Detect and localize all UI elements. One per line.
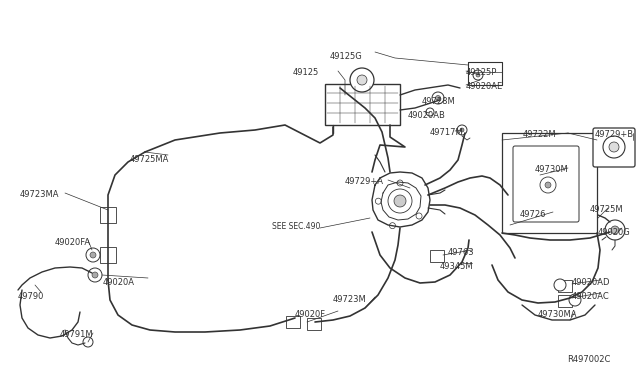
Circle shape <box>569 294 581 306</box>
Circle shape <box>611 226 619 234</box>
FancyBboxPatch shape <box>513 146 579 222</box>
Circle shape <box>390 223 396 229</box>
Circle shape <box>457 125 467 135</box>
Bar <box>286 316 300 328</box>
Circle shape <box>435 96 440 100</box>
Bar <box>325 84 400 125</box>
Text: SEE SEC.490: SEE SEC.490 <box>272 222 321 231</box>
Circle shape <box>92 272 98 278</box>
Text: 49729+A: 49729+A <box>345 177 384 186</box>
FancyBboxPatch shape <box>593 128 635 167</box>
Circle shape <box>357 75 367 85</box>
Text: 49791M: 49791M <box>60 330 93 339</box>
Circle shape <box>416 213 422 219</box>
Text: 49763: 49763 <box>448 248 475 257</box>
Circle shape <box>603 136 625 158</box>
Text: 49020FA: 49020FA <box>55 238 91 247</box>
Text: 49728M: 49728M <box>422 97 456 106</box>
Circle shape <box>432 92 444 104</box>
Bar <box>100 207 116 223</box>
Circle shape <box>90 252 96 258</box>
Bar <box>558 295 572 307</box>
Circle shape <box>375 198 381 204</box>
Text: 49722M: 49722M <box>523 130 557 139</box>
Circle shape <box>605 220 625 240</box>
Circle shape <box>88 268 102 282</box>
Bar <box>502 133 597 233</box>
Circle shape <box>83 337 93 347</box>
Circle shape <box>554 279 566 291</box>
Text: 49729+B: 49729+B <box>595 130 634 139</box>
Text: 49725M: 49725M <box>590 205 623 214</box>
Text: 49020AB: 49020AB <box>408 111 446 120</box>
Text: 49345M: 49345M <box>440 262 474 271</box>
Text: 49020A: 49020A <box>103 278 135 287</box>
Text: 49723MA: 49723MA <box>20 190 60 199</box>
Text: 49125: 49125 <box>293 68 319 77</box>
Circle shape <box>476 73 480 77</box>
Circle shape <box>545 182 551 188</box>
Circle shape <box>540 177 556 193</box>
Bar <box>100 247 116 263</box>
Circle shape <box>460 128 464 132</box>
Circle shape <box>609 142 619 152</box>
Text: 49020F: 49020F <box>295 310 326 319</box>
Text: 49726: 49726 <box>520 210 547 219</box>
Circle shape <box>473 70 483 80</box>
Circle shape <box>86 248 100 262</box>
Text: 49730MA: 49730MA <box>538 310 577 319</box>
Circle shape <box>350 68 374 92</box>
Text: 49020AC: 49020AC <box>572 292 610 301</box>
Circle shape <box>426 108 434 116</box>
Text: 49125P: 49125P <box>466 68 497 77</box>
Bar <box>307 318 321 330</box>
Text: 49725MA: 49725MA <box>130 155 170 164</box>
Text: 49125G: 49125G <box>330 52 363 61</box>
Text: R497002C: R497002C <box>567 355 611 364</box>
Text: 49723M: 49723M <box>333 295 367 304</box>
Bar <box>558 280 572 292</box>
Circle shape <box>397 180 403 186</box>
Circle shape <box>388 189 412 213</box>
Text: 49730M: 49730M <box>535 165 569 174</box>
Text: 49020AE: 49020AE <box>466 82 503 91</box>
Text: 49020G: 49020G <box>598 228 631 237</box>
Text: 49020AD: 49020AD <box>572 278 611 287</box>
Bar <box>430 250 444 262</box>
Text: 49790: 49790 <box>18 292 44 301</box>
Circle shape <box>394 195 406 207</box>
Text: 49717M: 49717M <box>430 128 464 137</box>
